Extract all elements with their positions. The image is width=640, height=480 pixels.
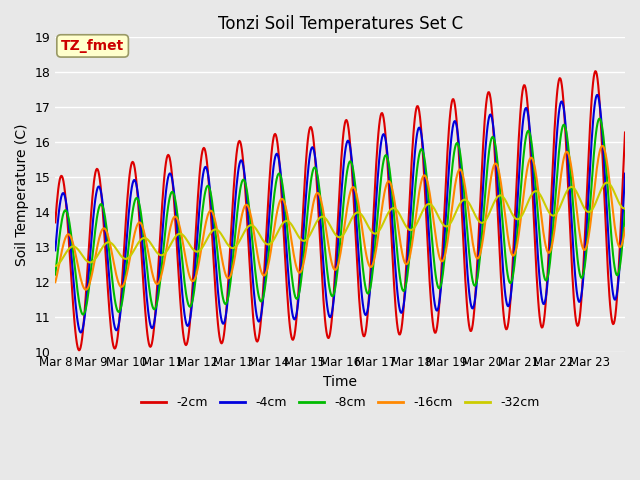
- Title: Tonzi Soil Temperatures Set C: Tonzi Soil Temperatures Set C: [218, 15, 463, 33]
- Legend: -2cm, -4cm, -8cm, -16cm, -32cm: -2cm, -4cm, -8cm, -16cm, -32cm: [136, 391, 545, 414]
- X-axis label: Time: Time: [323, 375, 357, 389]
- Text: TZ_fmet: TZ_fmet: [61, 39, 124, 53]
- Y-axis label: Soil Temperature (C): Soil Temperature (C): [15, 123, 29, 266]
